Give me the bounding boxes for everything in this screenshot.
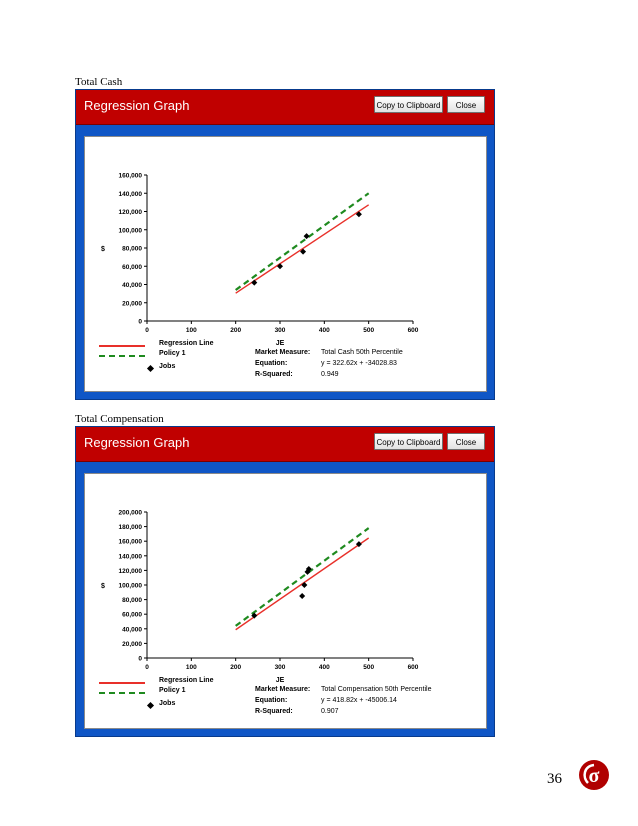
- x-tick-label: 0: [145, 664, 149, 671]
- chart-panel: 0 20,000 40,000 60,000 80,000 100,000 120,000 1…: [84, 136, 487, 392]
- six-sigma-logo-icon: σ: [579, 760, 609, 790]
- y-axis-label: $: [101, 583, 105, 590]
- job-point: [300, 248, 307, 255]
- regression-graph-window: Regression Graph Copy to Clipboard Close…: [75, 426, 495, 737]
- regression-line: [235, 204, 370, 294]
- window-title: Regression Graph: [84, 98, 190, 113]
- legend-jobs-label: Jobs: [159, 363, 176, 370]
- y-tick-label: 40,000: [122, 282, 142, 289]
- y-tick-label: 180,000: [119, 524, 143, 531]
- equation-key: Equation:: [255, 360, 288, 367]
- legend-regression-label: Regression Line: [159, 340, 214, 347]
- policy-line: [235, 192, 370, 291]
- y-tick-label: 80,000: [122, 246, 142, 253]
- y-tick-label: 100,000: [119, 583, 143, 590]
- market-measure-value: Total Cash 50th Percentile: [321, 349, 403, 356]
- job-point: [251, 279, 258, 286]
- y-tick-label: 20,000: [122, 300, 142, 307]
- market-measure-key: Market Measure:: [255, 686, 311, 693]
- job-point: [251, 612, 258, 619]
- window-titlebar: Regression Graph Copy to Clipboard Close: [76, 427, 494, 462]
- y-tick-label: 200,000: [119, 510, 143, 517]
- x-tick-label: 100: [186, 664, 197, 671]
- y-tick-label: 40,000: [122, 626, 142, 633]
- market-measure-value: Total Compensation 50th Percentile: [321, 686, 432, 693]
- y-tick-label: 160,000: [119, 539, 143, 546]
- y-tick-label: 140,000: [119, 191, 143, 198]
- x-tick-label: 400: [319, 664, 330, 671]
- x-axis-label: JE: [276, 677, 285, 684]
- x-tick-label: 500: [363, 664, 374, 671]
- policy-line: [235, 527, 370, 627]
- r-squared-value: 0.907: [321, 708, 339, 715]
- y-tick-label: 140,000: [119, 553, 143, 560]
- regression-chart: 0 20,000 40,000 60,000 80,000 100,000 120,000 1…: [101, 510, 419, 685]
- x-tick-label: 600: [408, 327, 419, 334]
- copy-to-clipboard-button[interactable]: Copy to Clipboard: [374, 96, 443, 113]
- job-point: [277, 263, 283, 270]
- y-tick-label: 120,000: [119, 209, 143, 216]
- x-tick-label: 200: [230, 664, 241, 671]
- y-axis-label: $: [101, 246, 105, 253]
- market-measure-key: Market Measure:: [255, 349, 311, 356]
- y-tick-label: 80,000: [122, 597, 142, 604]
- equation-value: y = 322.62x + -34028.83: [321, 360, 397, 367]
- job-point: [355, 211, 362, 218]
- legend-regression-label: Regression Line: [159, 677, 214, 684]
- job-point: [305, 565, 312, 572]
- y-tick-label: 0: [138, 656, 142, 663]
- close-button[interactable]: Close: [447, 433, 485, 450]
- section-label: Total Compensation: [75, 413, 164, 425]
- r-squared-key: R-Squared:: [255, 371, 293, 378]
- r-squared-value: 0.949: [321, 371, 339, 378]
- job-point: [299, 592, 306, 599]
- x-axis-label: JE: [276, 340, 285, 347]
- legend-policy-label: Policy 1: [159, 687, 186, 694]
- y-tick-label: 20,000: [122, 641, 142, 648]
- x-tick-label: 200: [230, 327, 241, 334]
- job-point: [355, 541, 362, 548]
- chart-panel: 0 20,000 40,000 60,000 80,000 100,000 120,000 1…: [84, 473, 487, 729]
- y-tick-label: 120,000: [119, 568, 143, 575]
- equation-key: Equation:: [255, 697, 288, 704]
- x-tick-label: 300: [275, 327, 286, 334]
- y-tick-label: 160,000: [119, 173, 143, 180]
- y-tick-label: 100,000: [119, 227, 143, 234]
- window-titlebar: Regression Graph Copy to Clipboard Close: [76, 90, 494, 125]
- svg-text:σ: σ: [589, 765, 600, 787]
- job-point: [301, 582, 308, 588]
- legend-jobs-label: Jobs: [159, 700, 176, 707]
- regression-line: [235, 537, 370, 631]
- x-tick-label: 600: [408, 664, 419, 671]
- equation-value: y = 418.82x + -45006.14: [321, 697, 397, 704]
- job-point: [304, 568, 311, 575]
- section-label: Total Cash: [75, 76, 123, 88]
- x-tick-label: 400: [319, 327, 330, 334]
- regression-graph-window: Regression Graph Copy to Clipboard Close…: [75, 89, 495, 400]
- x-tick-label: 300: [275, 664, 286, 671]
- job-point: [303, 233, 310, 240]
- policy-legend-swatch: [99, 355, 145, 357]
- regression-line-legend-swatch: [99, 682, 145, 684]
- regression-line-legend-swatch: [99, 345, 145, 347]
- copy-to-clipboard-button[interactable]: Copy to Clipboard: [374, 433, 443, 450]
- y-tick-label: 0: [138, 319, 142, 326]
- r-squared-key: R-Squared:: [255, 708, 293, 715]
- x-tick-label: 0: [145, 327, 149, 334]
- legend-policy-label: Policy 1: [159, 350, 186, 357]
- x-tick-label: 500: [363, 327, 374, 334]
- policy-legend-swatch: [99, 692, 145, 694]
- window-title: Regression Graph: [84, 435, 190, 450]
- y-tick-label: 60,000: [122, 264, 142, 271]
- page-number: 36: [547, 771, 562, 787]
- close-button[interactable]: Close: [447, 96, 485, 113]
- x-tick-label: 100: [186, 327, 197, 334]
- y-tick-label: 60,000: [122, 612, 142, 619]
- regression-chart: 0 20,000 40,000 60,000 80,000 100,000 120,000 1…: [101, 173, 419, 348]
